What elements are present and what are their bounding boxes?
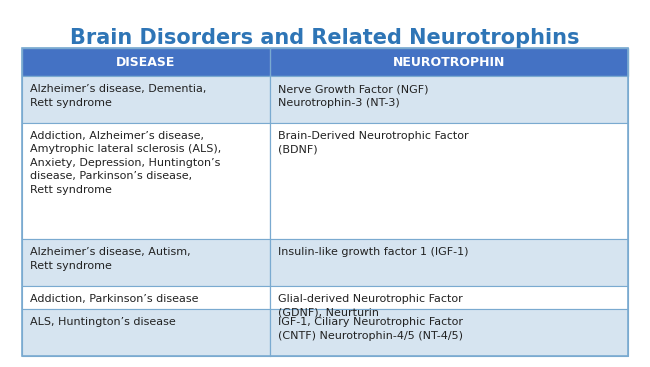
Bar [270, 76, 628, 123]
Text: DISEASE: DISEASE [116, 55, 176, 69]
Text: Alzheimer’s disease, Autism,
Rett syndrome: Alzheimer’s disease, Autism, Rett syndro… [30, 247, 190, 271]
Bar [270, 286, 628, 309]
Text: Glial-derived Neurotrophic Factor
(GDNF), Neurturin: Glial-derived Neurotrophic Factor (GDNF)… [278, 294, 463, 317]
Text: Addiction, Parkinson’s disease: Addiction, Parkinson’s disease [30, 294, 198, 304]
Bar [22, 48, 628, 356]
Bar [270, 309, 628, 356]
Bar [22, 286, 270, 309]
Text: Alzheimer’s disease, Dementia,
Rett syndrome: Alzheimer’s disease, Dementia, Rett synd… [30, 84, 207, 108]
Text: Nerve Growth Factor (NGF)
Neurotrophin-3 (NT-3): Nerve Growth Factor (NGF) Neurotrophin-3… [278, 84, 428, 108]
Bar [270, 239, 628, 286]
Bar [22, 76, 270, 123]
Text: IGF-1, Ciliary Neurotrophic Factor
(CNTF) Neurotrophin-4/5 (NT-4/5): IGF-1, Ciliary Neurotrophic Factor (CNTF… [278, 317, 463, 341]
Text: Brain-Derived Neurotrophic Factor
(BDNF): Brain-Derived Neurotrophic Factor (BDNF) [278, 131, 469, 154]
Text: Addiction, Alzheimer’s disease,
Amytrophic lateral sclerosis (ALS),
Anxiety, Dep: Addiction, Alzheimer’s disease, Amytroph… [30, 131, 221, 195]
Bar [22, 48, 628, 76]
Bar [22, 123, 270, 239]
Bar [22, 309, 270, 356]
Bar [22, 239, 270, 286]
Text: Brain Disorders and Related Neurotrophins: Brain Disorders and Related Neurotrophin… [70, 28, 580, 48]
Text: Insulin-like growth factor 1 (IGF-1): Insulin-like growth factor 1 (IGF-1) [278, 247, 469, 257]
Text: NEUROTROPHIN: NEUROTROPHIN [393, 55, 505, 69]
Bar [270, 123, 628, 239]
Text: ALS, Huntington’s disease: ALS, Huntington’s disease [30, 317, 176, 327]
